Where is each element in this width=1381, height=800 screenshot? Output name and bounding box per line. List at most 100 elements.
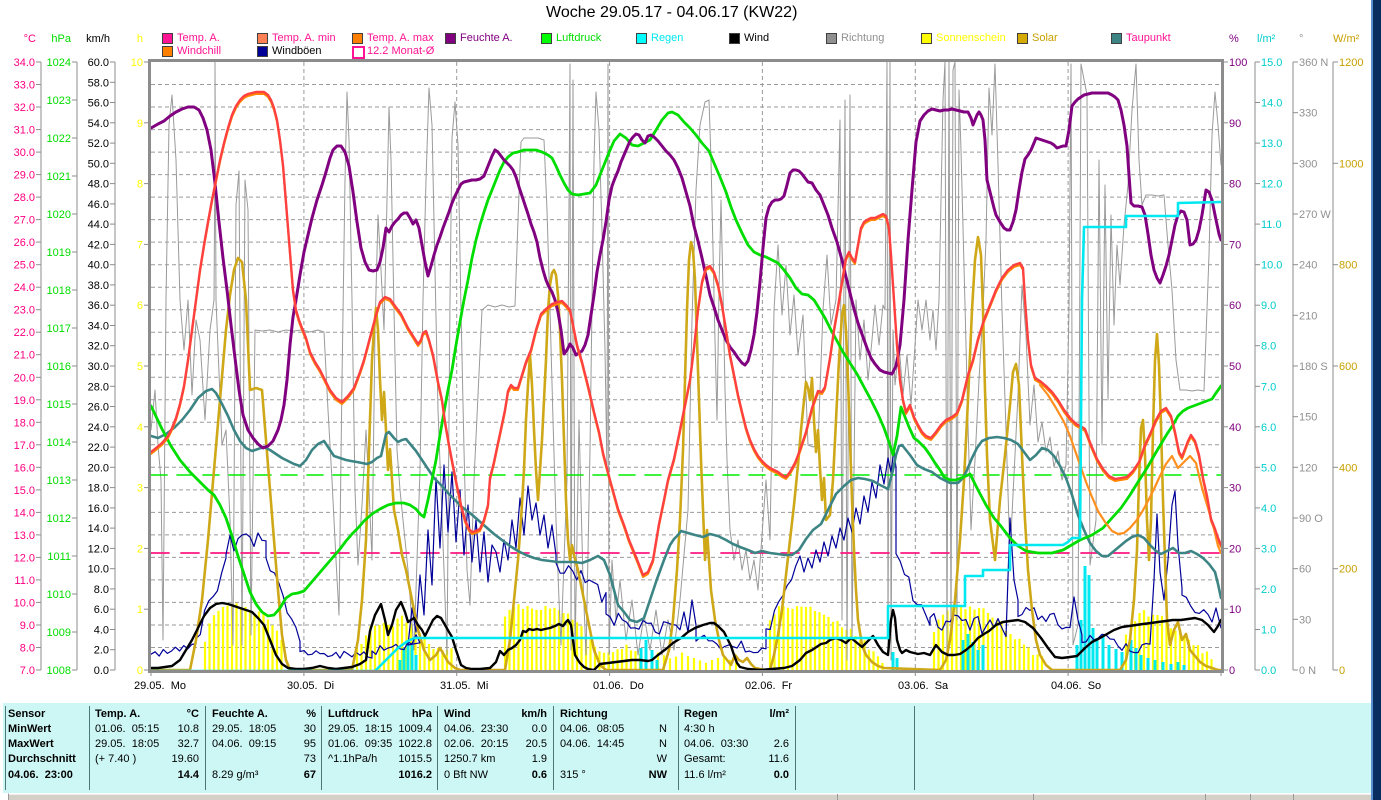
svg-text:7: 7 <box>137 239 143 251</box>
svg-text:12.0: 12.0 <box>14 552 35 564</box>
svg-text:90 O: 90 O <box>1299 513 1323 525</box>
svg-text:1014: 1014 <box>47 437 71 449</box>
svg-text:1011: 1011 <box>47 551 71 563</box>
svg-text:330: 330 <box>1299 108 1317 120</box>
svg-text:29.0: 29.0 <box>14 170 35 182</box>
svg-text:2: 2 <box>137 543 143 555</box>
svg-text:20.0: 20.0 <box>88 462 109 474</box>
svg-text:6.0: 6.0 <box>94 604 109 616</box>
svg-text:40: 40 <box>1229 422 1241 434</box>
svg-text:9.0: 9.0 <box>1261 300 1276 312</box>
svg-text:7.0: 7.0 <box>1261 381 1276 393</box>
svg-text:31.0: 31.0 <box>14 125 35 137</box>
svg-text:12.0: 12.0 <box>88 543 109 555</box>
svg-text:6: 6 <box>137 300 143 312</box>
svg-text:5.0: 5.0 <box>1261 462 1276 474</box>
svg-text:7.0: 7.0 <box>20 665 35 677</box>
svg-text:0: 0 <box>1339 665 1345 677</box>
svg-text:36.0: 36.0 <box>88 300 109 312</box>
svg-text:14.0: 14.0 <box>88 523 109 535</box>
svg-text:52.0: 52.0 <box>88 138 109 150</box>
svg-text:8.0: 8.0 <box>20 643 35 655</box>
svg-text:27.0: 27.0 <box>14 215 35 227</box>
svg-text:16.0: 16.0 <box>88 503 109 515</box>
svg-text:44.0: 44.0 <box>88 219 109 231</box>
svg-text:10: 10 <box>1229 604 1241 616</box>
svg-text:80: 80 <box>1229 179 1241 191</box>
svg-text:22.0: 22.0 <box>88 442 109 454</box>
svg-text:600: 600 <box>1339 361 1357 373</box>
svg-text:30.0: 30.0 <box>88 361 109 373</box>
svg-text:1200: 1200 <box>1339 57 1363 69</box>
svg-text:10.0: 10.0 <box>88 564 109 576</box>
svg-text:3.0: 3.0 <box>1261 543 1276 555</box>
svg-text:1010: 1010 <box>47 589 71 601</box>
svg-text:40.0: 40.0 <box>88 260 109 272</box>
svg-text:4.0: 4.0 <box>94 625 109 637</box>
svg-text:1015: 1015 <box>47 399 71 411</box>
svg-text:2.0: 2.0 <box>1261 584 1276 596</box>
svg-text:12.0: 12.0 <box>1261 179 1282 191</box>
svg-text:34.0: 34.0 <box>14 57 35 69</box>
svg-text:4.0: 4.0 <box>1261 503 1276 515</box>
svg-text:9: 9 <box>137 118 143 130</box>
svg-text:17.0: 17.0 <box>14 440 35 452</box>
svg-text:60: 60 <box>1299 564 1311 576</box>
svg-text:1013: 1013 <box>47 475 71 487</box>
svg-text:33.0: 33.0 <box>14 80 35 92</box>
svg-text:56.0: 56.0 <box>88 98 109 110</box>
svg-text:1017: 1017 <box>47 323 71 335</box>
svg-text:240: 240 <box>1299 260 1317 272</box>
svg-text:4: 4 <box>137 422 143 434</box>
svg-text:13.0: 13.0 <box>14 530 35 542</box>
svg-text:30: 30 <box>1299 614 1311 626</box>
svg-text:16.0: 16.0 <box>14 462 35 474</box>
svg-text:1018: 1018 <box>47 285 71 297</box>
svg-text:11.0: 11.0 <box>14 575 35 587</box>
svg-text:300: 300 <box>1299 158 1317 170</box>
svg-text:48.0: 48.0 <box>88 179 109 191</box>
svg-text:25.0: 25.0 <box>14 260 35 272</box>
svg-text:200: 200 <box>1339 564 1357 576</box>
svg-text:1021: 1021 <box>47 171 71 183</box>
svg-text:90: 90 <box>1229 118 1241 130</box>
svg-text:1020: 1020 <box>47 209 71 221</box>
svg-text:0.0: 0.0 <box>1261 665 1276 677</box>
svg-text:1000: 1000 <box>1339 158 1363 170</box>
svg-text:8.0: 8.0 <box>1261 341 1276 353</box>
svg-text:60.0: 60.0 <box>88 57 109 69</box>
svg-text:8.0: 8.0 <box>94 584 109 596</box>
svg-text:70: 70 <box>1229 239 1241 251</box>
svg-text:50: 50 <box>1229 361 1241 373</box>
svg-text:50.0: 50.0 <box>88 158 109 170</box>
svg-text:15.0: 15.0 <box>14 485 35 497</box>
svg-text:9.0: 9.0 <box>20 620 35 632</box>
svg-text:1008: 1008 <box>47 665 71 677</box>
svg-text:100: 100 <box>1229 57 1247 69</box>
svg-text:24.0: 24.0 <box>88 422 109 434</box>
svg-text:21.0: 21.0 <box>14 350 35 362</box>
svg-text:14.0: 14.0 <box>14 507 35 519</box>
svg-text:120: 120 <box>1299 462 1317 474</box>
svg-text:23.0: 23.0 <box>14 305 35 317</box>
svg-text:10: 10 <box>131 57 143 69</box>
svg-text:3: 3 <box>137 483 143 495</box>
svg-text:30: 30 <box>1229 483 1241 495</box>
svg-text:18.0: 18.0 <box>14 417 35 429</box>
svg-text:20.0: 20.0 <box>14 372 35 384</box>
svg-text:10.0: 10.0 <box>1261 260 1282 272</box>
svg-text:58.0: 58.0 <box>88 77 109 89</box>
svg-text:1.0: 1.0 <box>1261 625 1276 637</box>
svg-text:11.0: 11.0 <box>1261 219 1282 231</box>
svg-text:15.0: 15.0 <box>1261 57 1282 69</box>
svg-text:10.0: 10.0 <box>14 597 35 609</box>
svg-text:13.0: 13.0 <box>1261 138 1282 150</box>
svg-text:0: 0 <box>1229 665 1235 677</box>
svg-text:32.0: 32.0 <box>14 102 35 114</box>
svg-text:180 S: 180 S <box>1299 361 1328 373</box>
svg-text:46.0: 46.0 <box>88 199 109 211</box>
svg-text:1019: 1019 <box>47 247 71 259</box>
svg-text:1009: 1009 <box>47 627 71 639</box>
svg-text:1022: 1022 <box>47 133 71 145</box>
svg-text:1024: 1024 <box>47 57 71 69</box>
